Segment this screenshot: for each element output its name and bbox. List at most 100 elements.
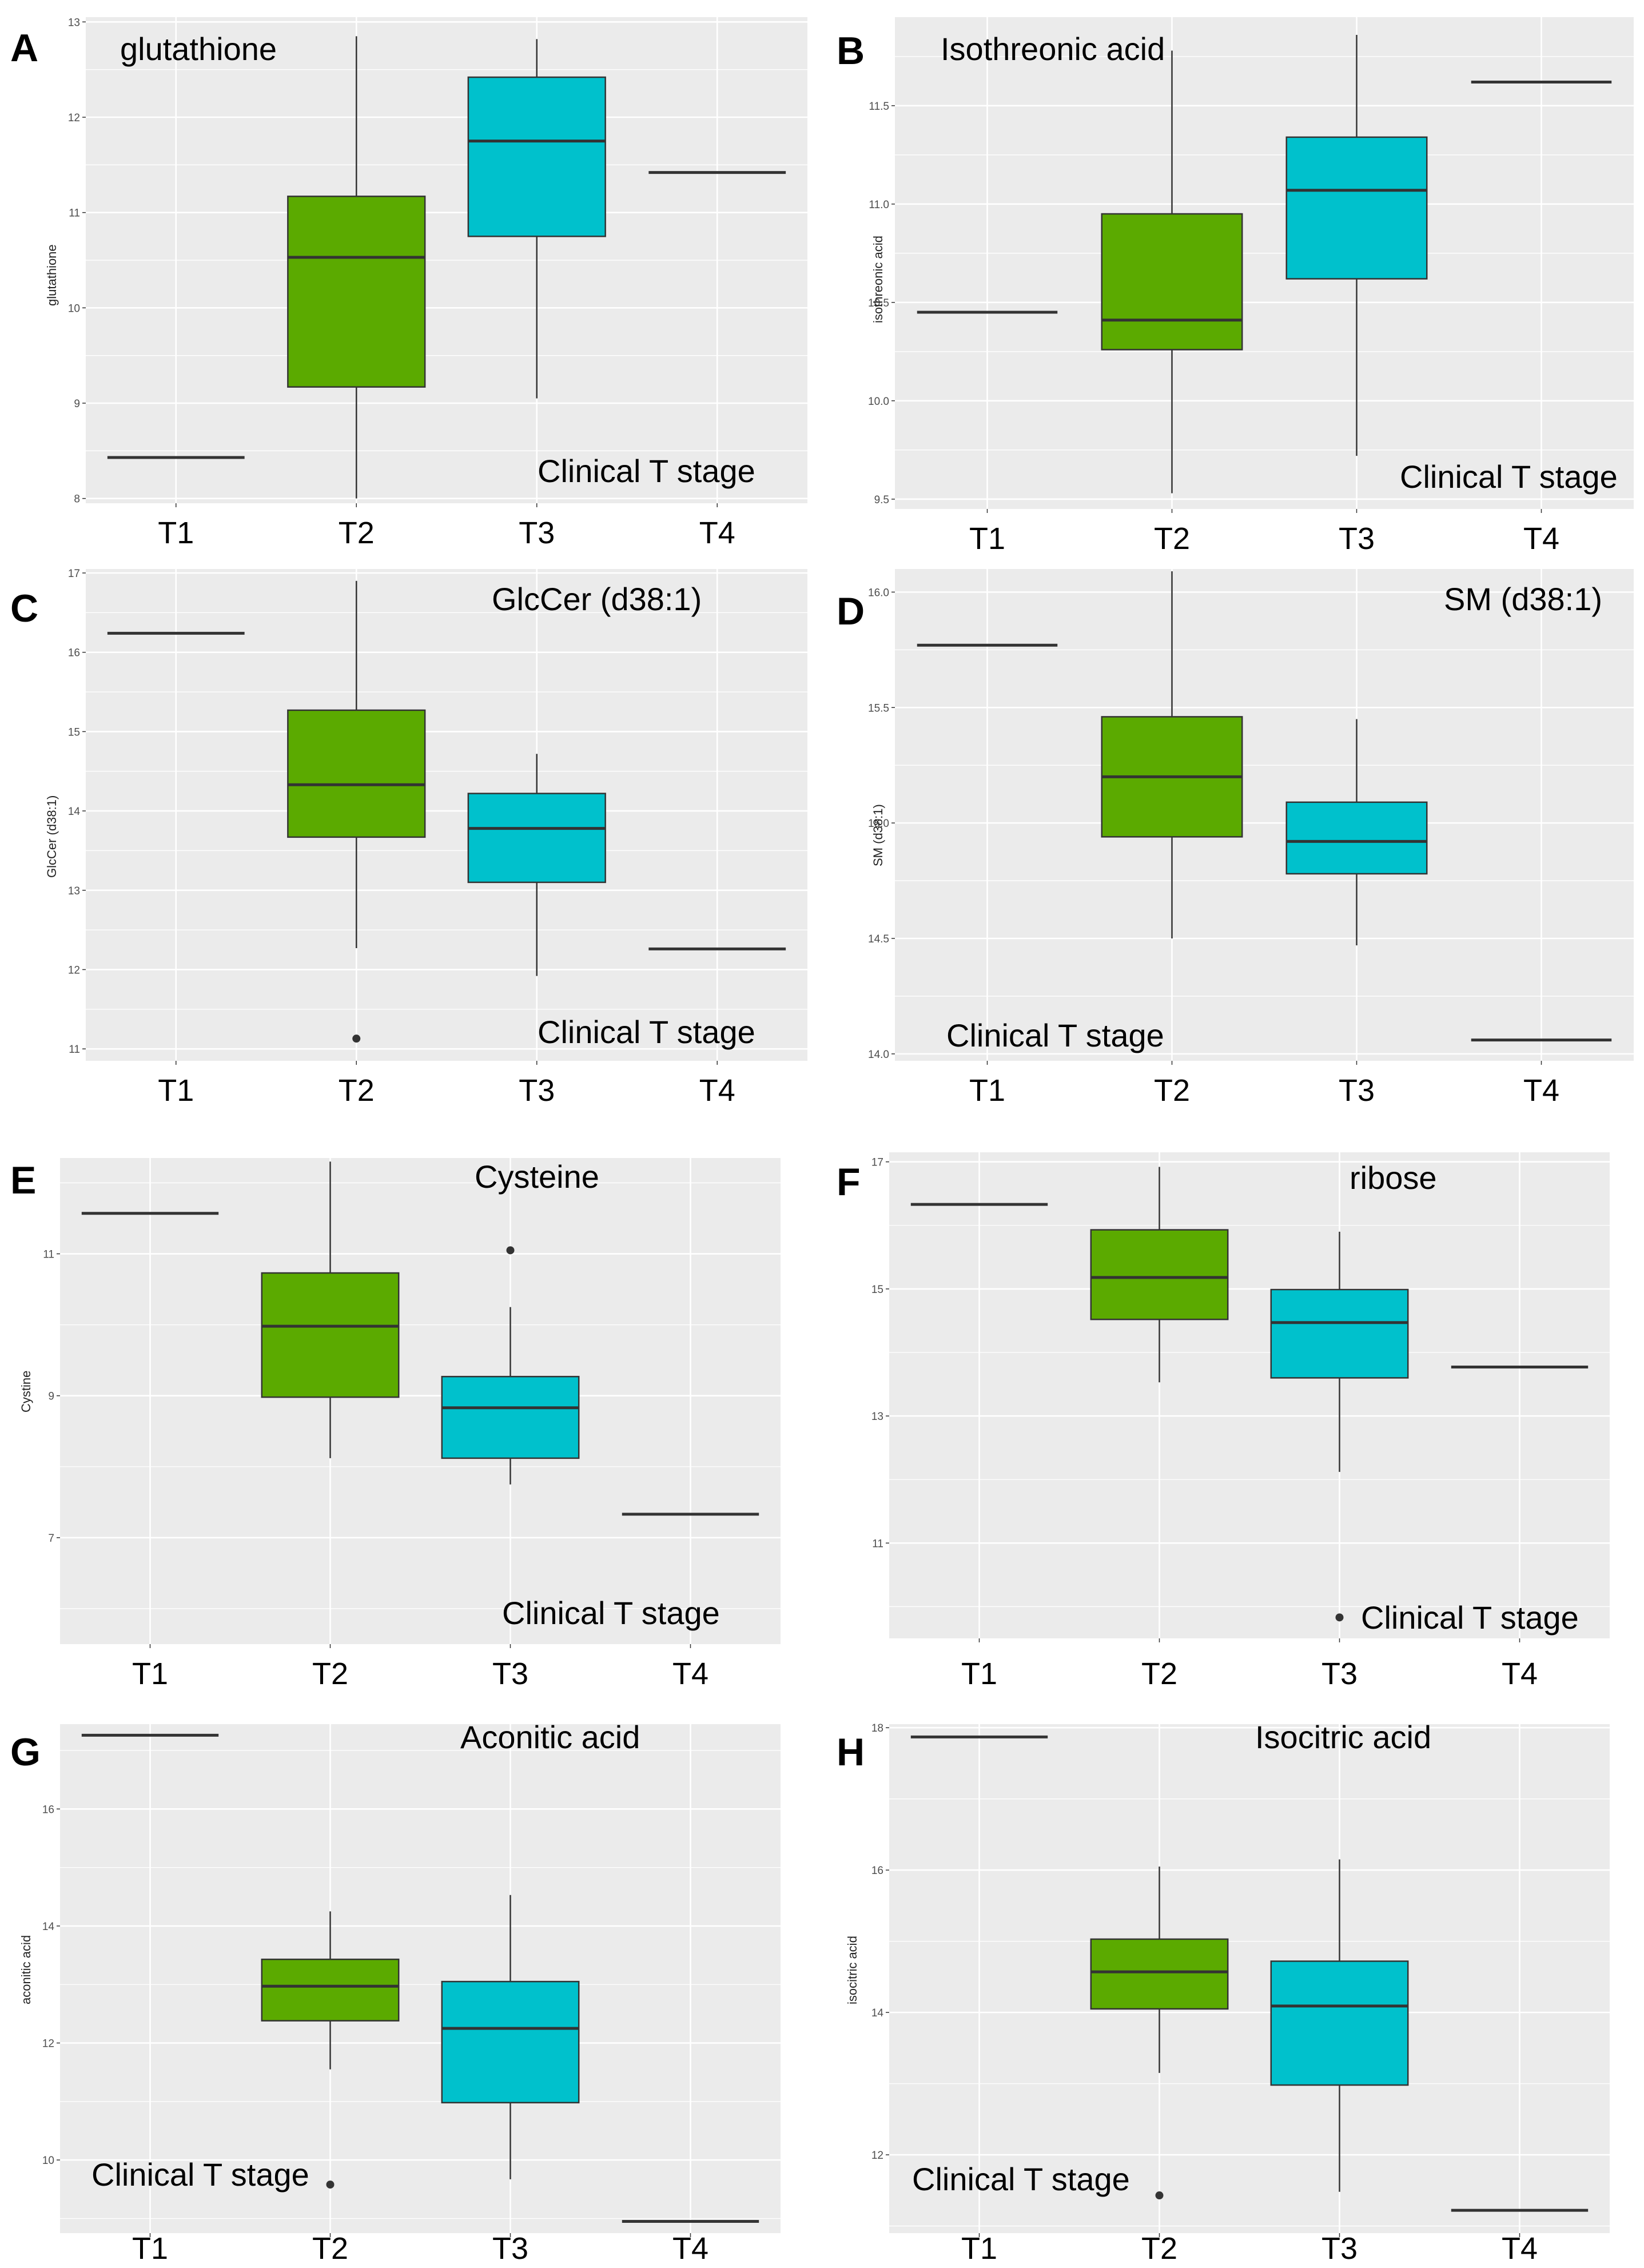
chart-c: 11 12 13 14 15 16 17 T1 T2 T3 T4 — [68, 568, 807, 1108]
panel-e-title: Cysteine — [475, 1159, 599, 1195]
iqr-box-e-t2 — [261, 1272, 400, 1398]
xtick-label-b-t4: T4 — [1523, 522, 1559, 556]
box-d-t2 — [1101, 571, 1243, 939]
ytick-label-c-0: 11 — [69, 1044, 80, 1056]
chart-g: 10 12 14 16 T1 T2 T3 T4 — [42, 1724, 781, 2266]
ytick-label-e-1: 9 — [48, 1391, 54, 1403]
plot-area-h — [889, 1724, 1610, 2233]
xtick-label-a-t4: T4 — [699, 516, 735, 550]
ytick-label-g-1: 12 — [42, 2038, 54, 2050]
iqr-box-b-t3 — [1285, 136, 1428, 280]
panel-d-xlabel: Clinical T stage — [946, 1017, 1164, 1053]
panel-d-title: SM (d38:1) — [1444, 581, 1602, 617]
xtick-label-g-t2: T2 — [312, 2231, 348, 2266]
panel-a-letter: A — [10, 26, 39, 70]
ytick-label-a-2: 10 — [68, 303, 80, 315]
xtick-label-f-t1: T1 — [961, 1657, 997, 1691]
xtick-label-e-t1: T1 — [132, 1657, 168, 1691]
outlier-point-g-t2-0 — [326, 2181, 335, 2189]
iqr-box-a-t2 — [287, 196, 426, 388]
ytick-label-g-3: 16 — [42, 1804, 54, 1816]
box-e-t2 — [261, 1161, 400, 1458]
plot-area-d — [895, 569, 1634, 1061]
iqr-box-f-t2 — [1090, 1229, 1229, 1320]
panel-d-ylabel: SM (d38:1) — [871, 804, 885, 866]
plot-area-b — [895, 17, 1634, 509]
box-c-t3 — [467, 754, 606, 976]
ytick-label-a-1: 9 — [74, 398, 80, 410]
panel-a-ylabel: glutathione — [45, 244, 59, 306]
xtick-label-d-t4: T4 — [1523, 1073, 1559, 1108]
box-h-t3 — [1270, 1859, 1409, 2192]
ytick-label-b-3: 11.0 — [869, 199, 889, 211]
xtick-label-b-t1: T1 — [969, 522, 1005, 556]
panel-g-ylabel: aconitic acid — [19, 1935, 33, 2004]
xtick-label-d-t2: T2 — [1154, 1073, 1190, 1108]
ytick-label-a-3: 11 — [69, 208, 80, 220]
box-b-t2 — [1101, 50, 1243, 494]
ytick-label-f-3: 17 — [871, 1157, 883, 1169]
xtick-label-h-t4: T4 — [1502, 2231, 1538, 2266]
panel-a: 8 9 10 11 12 13 T1 T2 T3 T4 A glutathione Clinica… — [0, 0, 818, 550]
xtick-label-e-t4: T4 — [672, 1657, 708, 1691]
outlier-point-e-t3-0 — [506, 1246, 515, 1255]
panel-b-title: Isothreonic acid — [941, 31, 1165, 67]
panel-c-letter: C — [10, 587, 39, 630]
ytick-label-f-2: 15 — [871, 1284, 883, 1296]
xtick-label-f-t3: T3 — [1321, 1657, 1358, 1691]
panel-h: 12 14 16 18 T1 T2 T3 T4 H Isocitric acid Clinic… — [826, 1701, 1644, 2268]
panel-c-title: GlcCer (d38:1) — [492, 581, 702, 617]
ytick-label-d-3: 15.5 — [868, 702, 889, 714]
outlier-point-c-t2-0 — [352, 1034, 361, 1043]
panel-e-letter: E — [10, 1159, 37, 1202]
box-g-t3 — [441, 1895, 580, 2179]
xtick-label-c-t4: T4 — [699, 1073, 735, 1108]
iqr-box-g-t2 — [261, 1958, 400, 2022]
plot-area-c — [86, 569, 807, 1061]
chart-b: 9.5 10.0 10.5 11.0 11.5 T1 T2 T3 T4 — [868, 17, 1634, 556]
xtick-label-h-t2: T2 — [1141, 2231, 1177, 2266]
iqr-box-f-t3 — [1270, 1288, 1409, 1379]
ytick-label-h-1: 14 — [871, 2007, 884, 2019]
xtick-label-h-t3: T3 — [1321, 2231, 1358, 2266]
chart-f: 11 13 15 17 T1 T2 T3 T4 — [871, 1152, 1610, 1691]
panel-e-xlabel: Clinical T stage — [502, 1595, 720, 1631]
xtick-label-d-t1: T1 — [969, 1073, 1005, 1108]
ytick-label-c-2: 13 — [68, 885, 80, 897]
xtick-label-c-t2: T2 — [339, 1073, 375, 1108]
ytick-label-h-2: 16 — [871, 1865, 883, 1877]
box-b-t3 — [1285, 34, 1428, 456]
panel-d: 14.0 14.5 15.0 15.5 16.0 T1 T2 T3 T4 D SM (d38:1… — [826, 558, 1644, 1118]
panel-b-ylabel: isothreonic acid — [871, 236, 885, 323]
ytick-label-c-1: 12 — [68, 964, 80, 976]
plot-area-e — [60, 1158, 781, 1644]
outlier-point-f-t3-0 — [1335, 1613, 1344, 1622]
ytick-label-c-6: 17 — [68, 568, 80, 580]
box-h-t2 — [1090, 1866, 1229, 2200]
panel-b-xlabel: Clinical T stage — [1400, 459, 1618, 495]
ytick-label-d-2: 15.0 — [868, 818, 889, 830]
plot-area-f — [889, 1152, 1610, 1638]
xtick-label-a-t2: T2 — [339, 516, 375, 550]
panel-g-title: Aconitic acid — [460, 1719, 640, 1755]
xtick-label-e-t3: T3 — [492, 1657, 528, 1691]
box-c-t2 — [287, 580, 426, 1043]
box-g-t2 — [261, 1911, 400, 2189]
iqr-box-c-t3 — [467, 793, 606, 884]
panel-c-xlabel: Clinical T stage — [538, 1014, 755, 1050]
ytick-label-f-1: 13 — [871, 1411, 883, 1423]
panel-h-ylabel: isocitric acid — [845, 1936, 859, 2004]
ytick-label-g-0: 10 — [42, 2155, 54, 2167]
box-f-t2 — [1090, 1167, 1229, 1383]
ytick-label-h-0: 12 — [871, 2150, 883, 2162]
panel-a-xlabel: Clinical T stage — [538, 453, 755, 489]
ytick-label-a-5: 13 — [68, 17, 80, 29]
ytick-label-c-5: 16 — [68, 647, 80, 659]
xtick-label-f-t2: T2 — [1141, 1657, 1177, 1691]
xtick-label-g-t3: T3 — [492, 2231, 528, 2266]
ytick-label-d-0: 14.0 — [868, 1049, 889, 1061]
xtick-label-g-t4: T4 — [672, 2231, 708, 2266]
ytick-label-c-4: 15 — [68, 726, 80, 738]
outlier-point-h-t2-0 — [1155, 2191, 1164, 2200]
iqr-box-g-t3 — [441, 1980, 580, 2104]
